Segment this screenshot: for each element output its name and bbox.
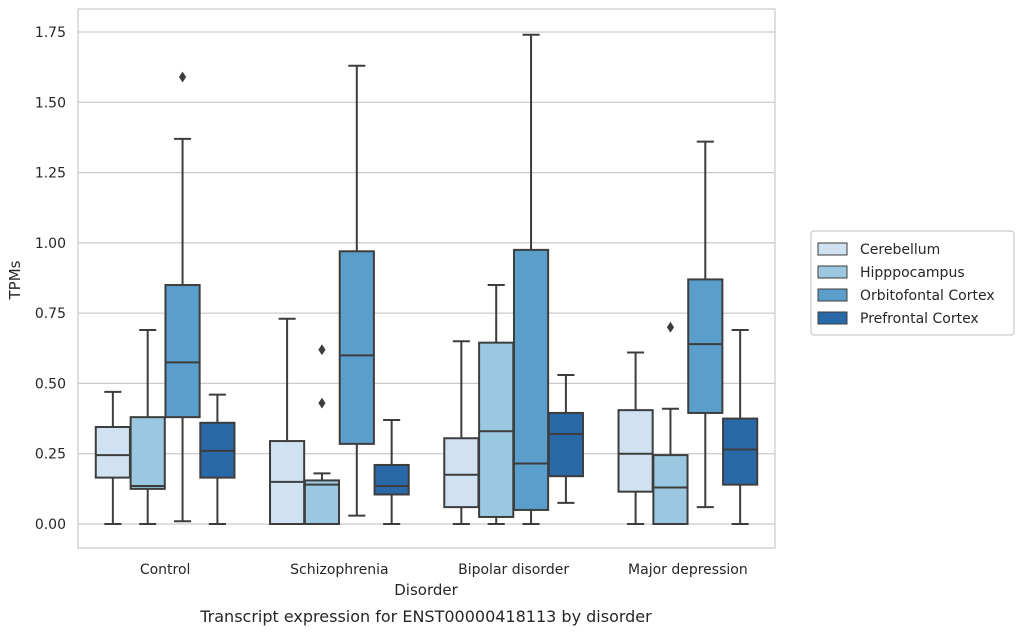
box-orbitofontal-cortex <box>338 64 375 517</box>
box-iqr <box>164 284 201 419</box>
box-iqr <box>443 437 480 509</box>
box-cerebellum <box>269 317 306 526</box>
box-iqr <box>652 454 689 525</box>
y-tick-label: 1.75 <box>35 25 66 41</box>
box-iqr <box>547 411 584 478</box>
y-tick-labels: 0.00 0.25 0.50 0.75 1.00 1.25 1.50 1.75 <box>35 25 66 533</box>
box-hipppocampus <box>129 329 166 525</box>
box-iqr <box>687 278 724 414</box>
legend-label: Prefrontal Cortex <box>860 311 979 327</box>
x-tick-label: Bipolar disorder <box>458 562 569 578</box>
plot-area-frame <box>77 8 776 549</box>
y-tick-label: 0.75 <box>35 306 66 322</box>
box-prefrontal-cortex <box>547 373 584 504</box>
box-iqr <box>94 426 131 479</box>
chart-caption: Transcript expression for ENST0000041811… <box>199 607 652 626</box>
outlier-point <box>178 71 187 83</box>
legend-frame <box>810 230 1015 336</box>
box-orbitofontal-cortex <box>512 33 550 525</box>
y-tick-label: 1.50 <box>35 95 66 111</box>
box-prefrontal-cortex <box>373 418 410 525</box>
x-tick-labels: Control Schizophrenia Bipolar disorder Majo… <box>140 562 748 578</box>
x-tick-label: Control <box>140 562 191 578</box>
legend-label: Cerebellum <box>860 242 940 258</box>
box-iqr <box>478 341 515 518</box>
outlier-point <box>666 321 675 333</box>
legend: Cerebellum Hipppocampus Orbitofontal Corte… <box>810 230 1015 336</box>
y-tick-label: 1.00 <box>35 236 66 252</box>
box-hipppocampus <box>652 321 689 525</box>
legend-swatch <box>817 288 848 302</box>
boxes <box>94 33 759 526</box>
box-cerebellum <box>617 351 654 525</box>
box-orbitofontal-cortex <box>164 71 201 523</box>
x-axis-label: Disorder <box>394 581 458 599</box>
outlier-point <box>318 397 326 409</box>
y-tick-label: 0.00 <box>35 517 66 533</box>
box-iqr <box>338 250 375 445</box>
box-hipppocampus <box>478 284 515 525</box>
box-iqr <box>303 479 341 525</box>
box-iqr <box>512 248 550 511</box>
y-tick-label: 0.25 <box>35 447 66 463</box>
box-iqr <box>617 409 654 493</box>
box-iqr <box>373 463 410 496</box>
legend-swatch <box>817 265 848 279</box>
box-prefrontal-cortex <box>199 393 236 525</box>
legend-swatch <box>817 242 848 256</box>
box-iqr <box>722 417 759 486</box>
outlier-point <box>318 344 326 356</box>
legend-label: Hipppocampus <box>860 265 965 281</box>
x-tick-label: Schizophrenia <box>290 562 388 578</box>
box-orbitofontal-cortex <box>687 140 724 509</box>
box-cerebellum <box>94 390 131 525</box>
y-tick-label: 0.50 <box>35 376 66 392</box>
box-hipppocampus <box>303 344 341 525</box>
box-iqr <box>129 416 166 490</box>
box-prefrontal-cortex <box>722 329 759 525</box>
y-axis-label: TPMs <box>6 260 24 300</box>
y-tick-label: 1.25 <box>35 166 66 182</box>
legend-label: Orbitofontal Cortex <box>860 288 995 304</box>
legend-swatch <box>817 311 848 325</box>
x-tick-label: Major depression <box>628 562 748 578</box>
box-cerebellum <box>443 340 480 525</box>
